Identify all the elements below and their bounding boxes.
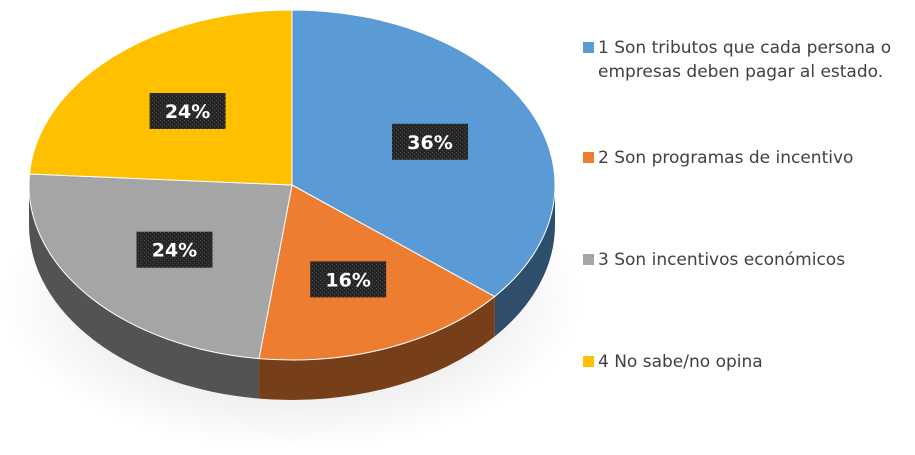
data-label-text: 16% xyxy=(325,269,370,291)
pie-slice-side-2 xyxy=(259,296,495,400)
legend-label: 4 No sabe/no opina xyxy=(598,352,763,372)
data-label-box xyxy=(392,123,469,160)
data-label-text: 24% xyxy=(152,240,197,262)
data-label-box xyxy=(310,261,387,298)
legend-swatch xyxy=(583,152,594,163)
pie-slice-side-1 xyxy=(494,185,555,337)
data-label-box xyxy=(136,231,213,268)
data-label-text: 36% xyxy=(407,132,452,154)
data-label-3: 24% xyxy=(136,231,213,268)
data-label-1: 36% xyxy=(392,123,469,160)
data-label-4: 24% xyxy=(149,93,226,130)
legend-swatch xyxy=(583,356,594,367)
data-label-2: 16% xyxy=(310,261,387,298)
pie-slice-side-3 xyxy=(29,185,260,399)
legend-swatch xyxy=(583,254,594,265)
legend-swatch xyxy=(583,42,594,53)
legend-label: 2 Son programas de incentivo xyxy=(598,148,854,168)
legend-label: 1 Son tributos que cada persona o empres… xyxy=(598,38,892,82)
legend-label: 3 Son incentivos económicos xyxy=(598,250,846,270)
data-label-box xyxy=(149,93,226,130)
data-label-text: 24% xyxy=(165,101,210,123)
